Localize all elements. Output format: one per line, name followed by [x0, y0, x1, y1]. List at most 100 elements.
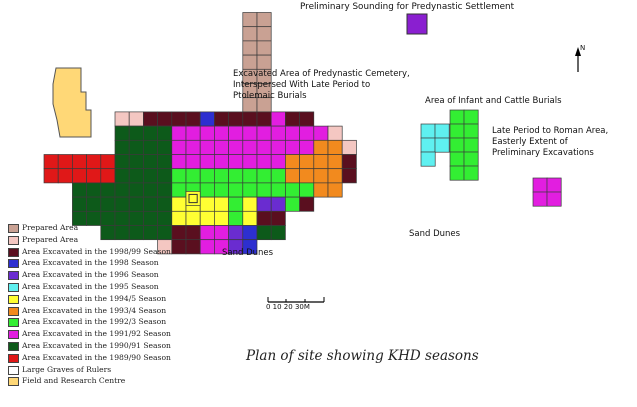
grid-cell	[256, 182, 272, 198]
grid-cell	[199, 154, 215, 170]
infant-cattle-cell	[463, 137, 479, 153]
grid-cell	[57, 154, 73, 170]
grid-cell	[171, 182, 187, 198]
label-sounding: Preliminary Sounding for Predynastic Set…	[300, 2, 515, 12]
infant-cattle-cell	[434, 123, 450, 139]
legend-swatch	[8, 282, 19, 292]
map-caption: Plan of site showing KHD seasons	[246, 348, 479, 364]
grid-cell	[242, 196, 258, 212]
grid-cell	[214, 196, 229, 212]
label-sand-dunes-2: Sand Dunes	[409, 229, 461, 239]
grid-cell	[214, 154, 229, 170]
legend-swatch	[8, 271, 19, 281]
label-cemetery-3: Ptolemaic Burials	[233, 91, 307, 101]
grid-cell	[86, 154, 102, 170]
grid-cell	[228, 111, 244, 127]
grid-cell	[228, 139, 244, 155]
grid-cell	[270, 182, 286, 198]
scale-bar-ruler	[267, 297, 325, 303]
legend-swatch	[8, 235, 19, 245]
grid-cell	[114, 196, 130, 212]
legend-label: Area Excavated in the 1998/99 Season	[22, 246, 171, 256]
grid-cell	[299, 168, 315, 184]
grid-cell	[341, 154, 357, 170]
grid-cell	[299, 196, 315, 212]
grid-cell	[143, 139, 158, 155]
grid-cell	[327, 139, 343, 155]
grid-cell	[285, 154, 300, 170]
legend-swatch	[8, 318, 19, 328]
grid-cell	[185, 111, 201, 127]
late-period-cell	[532, 191, 548, 207]
grid-cell	[185, 154, 201, 170]
grid-cell	[128, 139, 144, 155]
grid-cell	[128, 182, 144, 198]
legend-item-s1994_5: Area Excavated in the 1994/5 Season	[8, 293, 238, 305]
legend-swatch	[8, 330, 19, 340]
late-period-cell	[546, 191, 562, 207]
grid-cell	[143, 111, 158, 127]
legend-item-s1992_3: Area Excavated in the 1992/3 Season	[8, 316, 238, 328]
infant-cattle-cell	[463, 123, 479, 139]
grid-cell	[327, 125, 343, 141]
legend-item-prepared_b: Prepared Area	[8, 234, 238, 246]
grid-cell	[313, 182, 329, 198]
label-cemetery-1: Excavated Area of Predynastic Cemetery,	[233, 69, 410, 79]
infant-cattle-cell	[449, 109, 465, 125]
legend-item-s1990_91: Area Excavated in the 1990/91 Season	[8, 340, 238, 352]
grid-cell	[43, 168, 59, 184]
grid-cell	[313, 154, 329, 170]
grid-cell	[171, 196, 187, 212]
grid-cell	[86, 182, 102, 198]
grid-cell	[285, 139, 300, 155]
grid-cell	[242, 225, 258, 241]
grid-cell	[143, 125, 158, 141]
grid-cell	[143, 154, 158, 170]
legend-swatch	[8, 377, 19, 387]
grid-cell	[128, 196, 144, 212]
grid-cell	[256, 196, 272, 212]
grid-cell	[100, 196, 116, 212]
legend-item-prepared_a: Prepared Area	[8, 222, 238, 234]
grid-cell	[242, 168, 258, 184]
grid-cell	[270, 139, 286, 155]
grid-cell	[313, 125, 329, 141]
legend-swatch	[8, 224, 19, 233]
grid-cell	[100, 154, 116, 170]
grid-cell	[157, 168, 173, 184]
legend-swatch	[8, 259, 19, 269]
grid-cell	[242, 239, 258, 255]
grid-cell	[128, 168, 144, 184]
grid-cell	[128, 111, 144, 127]
grid-cell	[256, 139, 272, 155]
grid-cell	[199, 168, 215, 184]
grid-cell	[285, 182, 300, 198]
grid-cell	[86, 168, 102, 184]
infant-cattle-cell	[463, 151, 479, 167]
late-period-cell	[546, 177, 562, 193]
legend-item-s1991_92: Area Excavated in the 1991/92 Season	[8, 328, 238, 340]
legend-label: Prepared Area	[22, 234, 79, 244]
grid-cell	[256, 154, 272, 170]
grid-cell	[242, 12, 258, 28]
infant-cattle-cell	[449, 151, 465, 167]
grid-cell	[270, 125, 286, 141]
grid-cell	[143, 196, 158, 212]
grid-cell	[242, 139, 258, 155]
grid-cell	[128, 154, 144, 170]
grid-cell	[214, 139, 229, 155]
legend-item-s1998: Area Excavated in the 1998 Season	[8, 257, 238, 269]
scale-bar-text: 0 10 20 30M	[266, 303, 310, 311]
grid-cell	[327, 168, 343, 184]
legend-item-s1993_4: Area Excavated in the 1993/4 Season	[8, 305, 238, 317]
label-sand-dunes-1: Sand Dunes	[222, 248, 274, 258]
legend-item-s1995: Area Excavated in the 1995 Season	[8, 281, 238, 293]
grid-cell	[256, 225, 272, 241]
grid-cell	[285, 111, 300, 127]
infant-cattle-cell	[420, 151, 436, 167]
large-grave-of-ruler	[185, 191, 201, 206]
infant-cattle-cell	[449, 165, 465, 181]
grid-cell	[242, 54, 258, 70]
grid-cell	[114, 125, 130, 141]
